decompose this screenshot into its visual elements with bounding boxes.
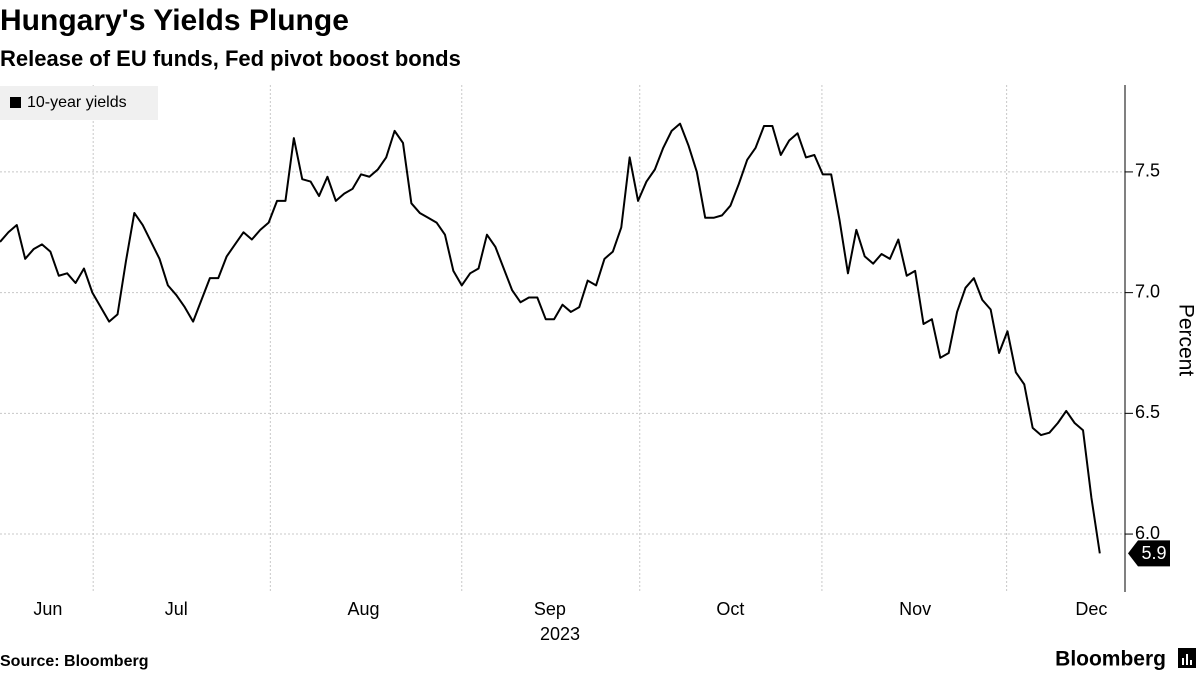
brand-icon	[1178, 648, 1196, 668]
value-label-box	[1128, 540, 1170, 567]
brand-logo: Bloomberg	[1055, 648, 1166, 671]
source: Source: Bloomberg	[0, 653, 148, 670]
y-tick-label: 6.0	[1135, 523, 1160, 543]
line	[0, 122, 1101, 554]
x-tick-label: Aug	[348, 599, 380, 619]
x-tick-label: Dec	[1075, 599, 1107, 619]
chart-subtitle: Release of EU funds, Fed pivot boost bon…	[0, 46, 461, 71]
x-tick-label: Sep	[534, 599, 566, 619]
x-tick-label: Jun	[33, 599, 62, 619]
chart-title: Hungary's Yields Plunge	[0, 4, 349, 37]
y-tick-label: 6.5	[1135, 402, 1160, 422]
x-tick-label: Nov	[899, 599, 931, 619]
legend-box	[0, 86, 158, 120]
y-tick-label: 7.5	[1135, 161, 1160, 181]
legend-label: 10-year yields	[27, 94, 127, 111]
y-tick-label: 7.0	[1135, 281, 1160, 301]
x-tick-label: Jul	[165, 599, 188, 619]
legend-swatch	[10, 97, 21, 108]
x-tick-label: Oct	[716, 599, 744, 619]
legend: 10-year yields	[0, 86, 158, 120]
x-axis-label: 2023	[540, 624, 580, 644]
value-label: 5.9	[1141, 543, 1166, 563]
y-axis-label: Percent	[1174, 304, 1197, 377]
